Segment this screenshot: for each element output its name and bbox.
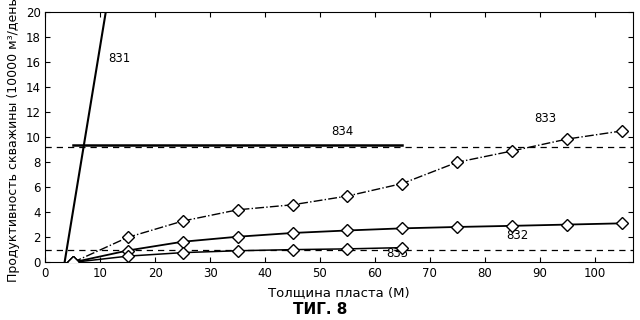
Y-axis label: Продуктивность скважины (10000 м³/день): Продуктивность скважины (10000 м³/день) — [7, 0, 20, 282]
Text: 834: 834 — [331, 125, 353, 138]
Text: 832: 832 — [507, 229, 529, 242]
Text: 831: 831 — [109, 52, 131, 65]
Text: 833: 833 — [534, 112, 556, 125]
X-axis label: Толщина пласта (М): Толщина пласта (М) — [268, 286, 410, 299]
Text: 835: 835 — [386, 247, 408, 260]
Text: ΤИГ. 8: ΤИГ. 8 — [293, 302, 347, 317]
